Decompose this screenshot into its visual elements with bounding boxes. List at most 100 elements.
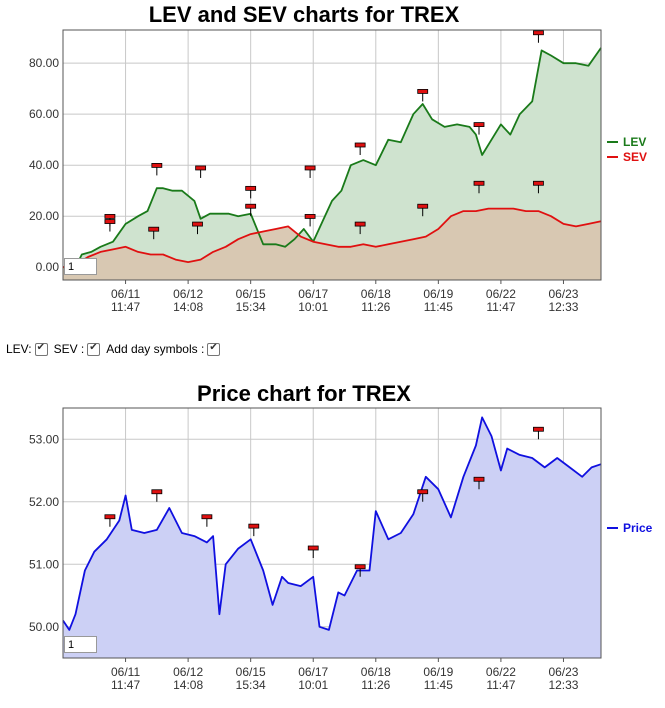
x-tick-time: 11:26 [361,678,390,692]
day-symbols-toggle[interactable]: Add day symbols : [106,342,222,356]
y-tick-label: 40.00 [29,158,59,172]
x-tick-time: 11:47 [111,300,140,314]
x-tick-date: 06/22 [486,665,516,679]
day-marker [104,219,116,232]
chart-title: Price chart for TREX [197,381,411,406]
day-marker [354,221,366,235]
price-chart: Price chart for TREX 50.00 51.00 52.00 53.0… [29,381,653,692]
day-marker [304,214,316,227]
x-tick-date: 06/19 [423,665,453,679]
day-marker [192,221,203,235]
y-tick-label: 51.00 [29,557,59,571]
x-tick-time: 10:01 [298,300,328,314]
x-tick-date: 06/23 [548,287,578,301]
x-tick-date: 06/15 [236,665,266,679]
x-tick-date: 06/17 [298,287,328,301]
x-tick-time: 11:47 [486,300,515,314]
chart-title: LEV and SEV charts for TREX [149,2,460,27]
day-marker [307,545,319,558]
series-line-sev [62,207,602,269]
lev-toggle[interactable]: LEV: [6,342,50,356]
legend-entry: Price [623,521,653,535]
day-marker [473,122,485,135]
day-symbols-label: Add day symbols : [106,342,205,356]
x-tick-time: 12:33 [548,678,578,692]
day-marker [151,489,163,502]
x-tick-date: 06/19 [423,287,453,301]
y-tick-label: 20.00 [29,209,59,223]
lev-sev-chart: LEV and SEV charts for TREX 0.00 20.00 40.… [29,2,647,314]
x-tick-date: 06/11 [111,665,140,679]
y-tick-label: 52.00 [29,495,59,509]
legend-entry: LEV [623,135,646,149]
y-tick-label: 53.00 [29,432,59,446]
plot-frame [62,407,602,659]
y-tick-labels: 50.00 51.00 52.00 53.00 [29,432,59,634]
series-area-sev [63,208,601,280]
day-marker [354,142,366,155]
series-line-lev [63,47,602,269]
y-tick-label: 50.00 [29,620,59,634]
day-marker [104,514,116,527]
day-marker [148,226,160,240]
x-tick-date: 06/12 [173,665,203,679]
series-line-price [62,416,602,631]
sev-toggle[interactable]: SEV : [54,342,103,356]
sev-toggle-label: SEV : [53,342,85,356]
x-tick-date: 06/18 [361,665,391,679]
x-tick-labels: 06/1111:4706/1214:0806/1515:3406/1710:01… [111,665,579,692]
zoom-input[interactable]: 1 [64,258,97,275]
y-tick-label: 60.00 [29,107,59,121]
x-tick-time: 11:26 [361,300,390,314]
x-tick-time: 12:33 [548,300,578,314]
legend-entry: SEV [623,150,647,164]
day-marker [417,89,429,102]
x-tick-date: 06/23 [548,665,578,679]
day-marker [417,203,429,217]
x-tick-time: 15:34 [236,678,266,692]
day-marker [533,30,544,43]
x-tick-time: 11:47 [111,678,140,692]
x-tick-date: 06/22 [486,287,516,301]
x-tick-time: 14:08 [173,678,203,692]
series-area-price [63,417,601,658]
x-tick-date: 06/15 [236,287,266,301]
x-tick-date: 06/12 [173,287,203,301]
y-tick-labels: 0.00 20.00 40.00 60.00 80.00 [29,56,59,274]
series-lines [62,416,602,631]
series-controls: LEV: SEV : Add day symbols : [6,342,226,356]
day-markers [104,426,544,577]
area-fills [63,417,601,658]
series-lines [62,47,602,269]
sev-checkbox[interactable] [87,342,101,356]
day-marker [417,489,429,502]
x-tick-date: 06/11 [111,287,140,301]
day-marker [245,203,257,217]
day-marker [354,564,366,577]
day-marker [533,180,544,194]
day-marker [248,523,260,537]
zoom-input[interactable]: 1 [64,636,97,653]
day-marker [533,426,544,440]
day-marker [245,185,257,199]
day-symbols-checkbox[interactable] [207,342,221,356]
x-tick-date: 06/17 [298,665,328,679]
x-tick-labels: 06/1111:4706/1214:0806/1515:3406/1710:01… [111,287,579,314]
day-marker [201,514,213,527]
lev-checkbox[interactable] [34,342,48,356]
day-marker [304,165,316,178]
day-marker [195,165,207,178]
x-tick-time: 11:45 [424,678,453,692]
legend: Price [607,521,653,535]
day-markers [104,30,544,240]
day-marker [473,476,485,490]
x-tick-time: 14:08 [173,300,203,314]
day-marker [473,180,485,194]
day-marker [151,163,163,176]
y-tick-label: 80.00 [29,56,59,70]
y-tick-label: 0.00 [36,260,60,274]
plot-frame [62,29,602,281]
x-tick-date: 06/18 [361,287,391,301]
x-tick-time: 11:47 [486,678,515,692]
